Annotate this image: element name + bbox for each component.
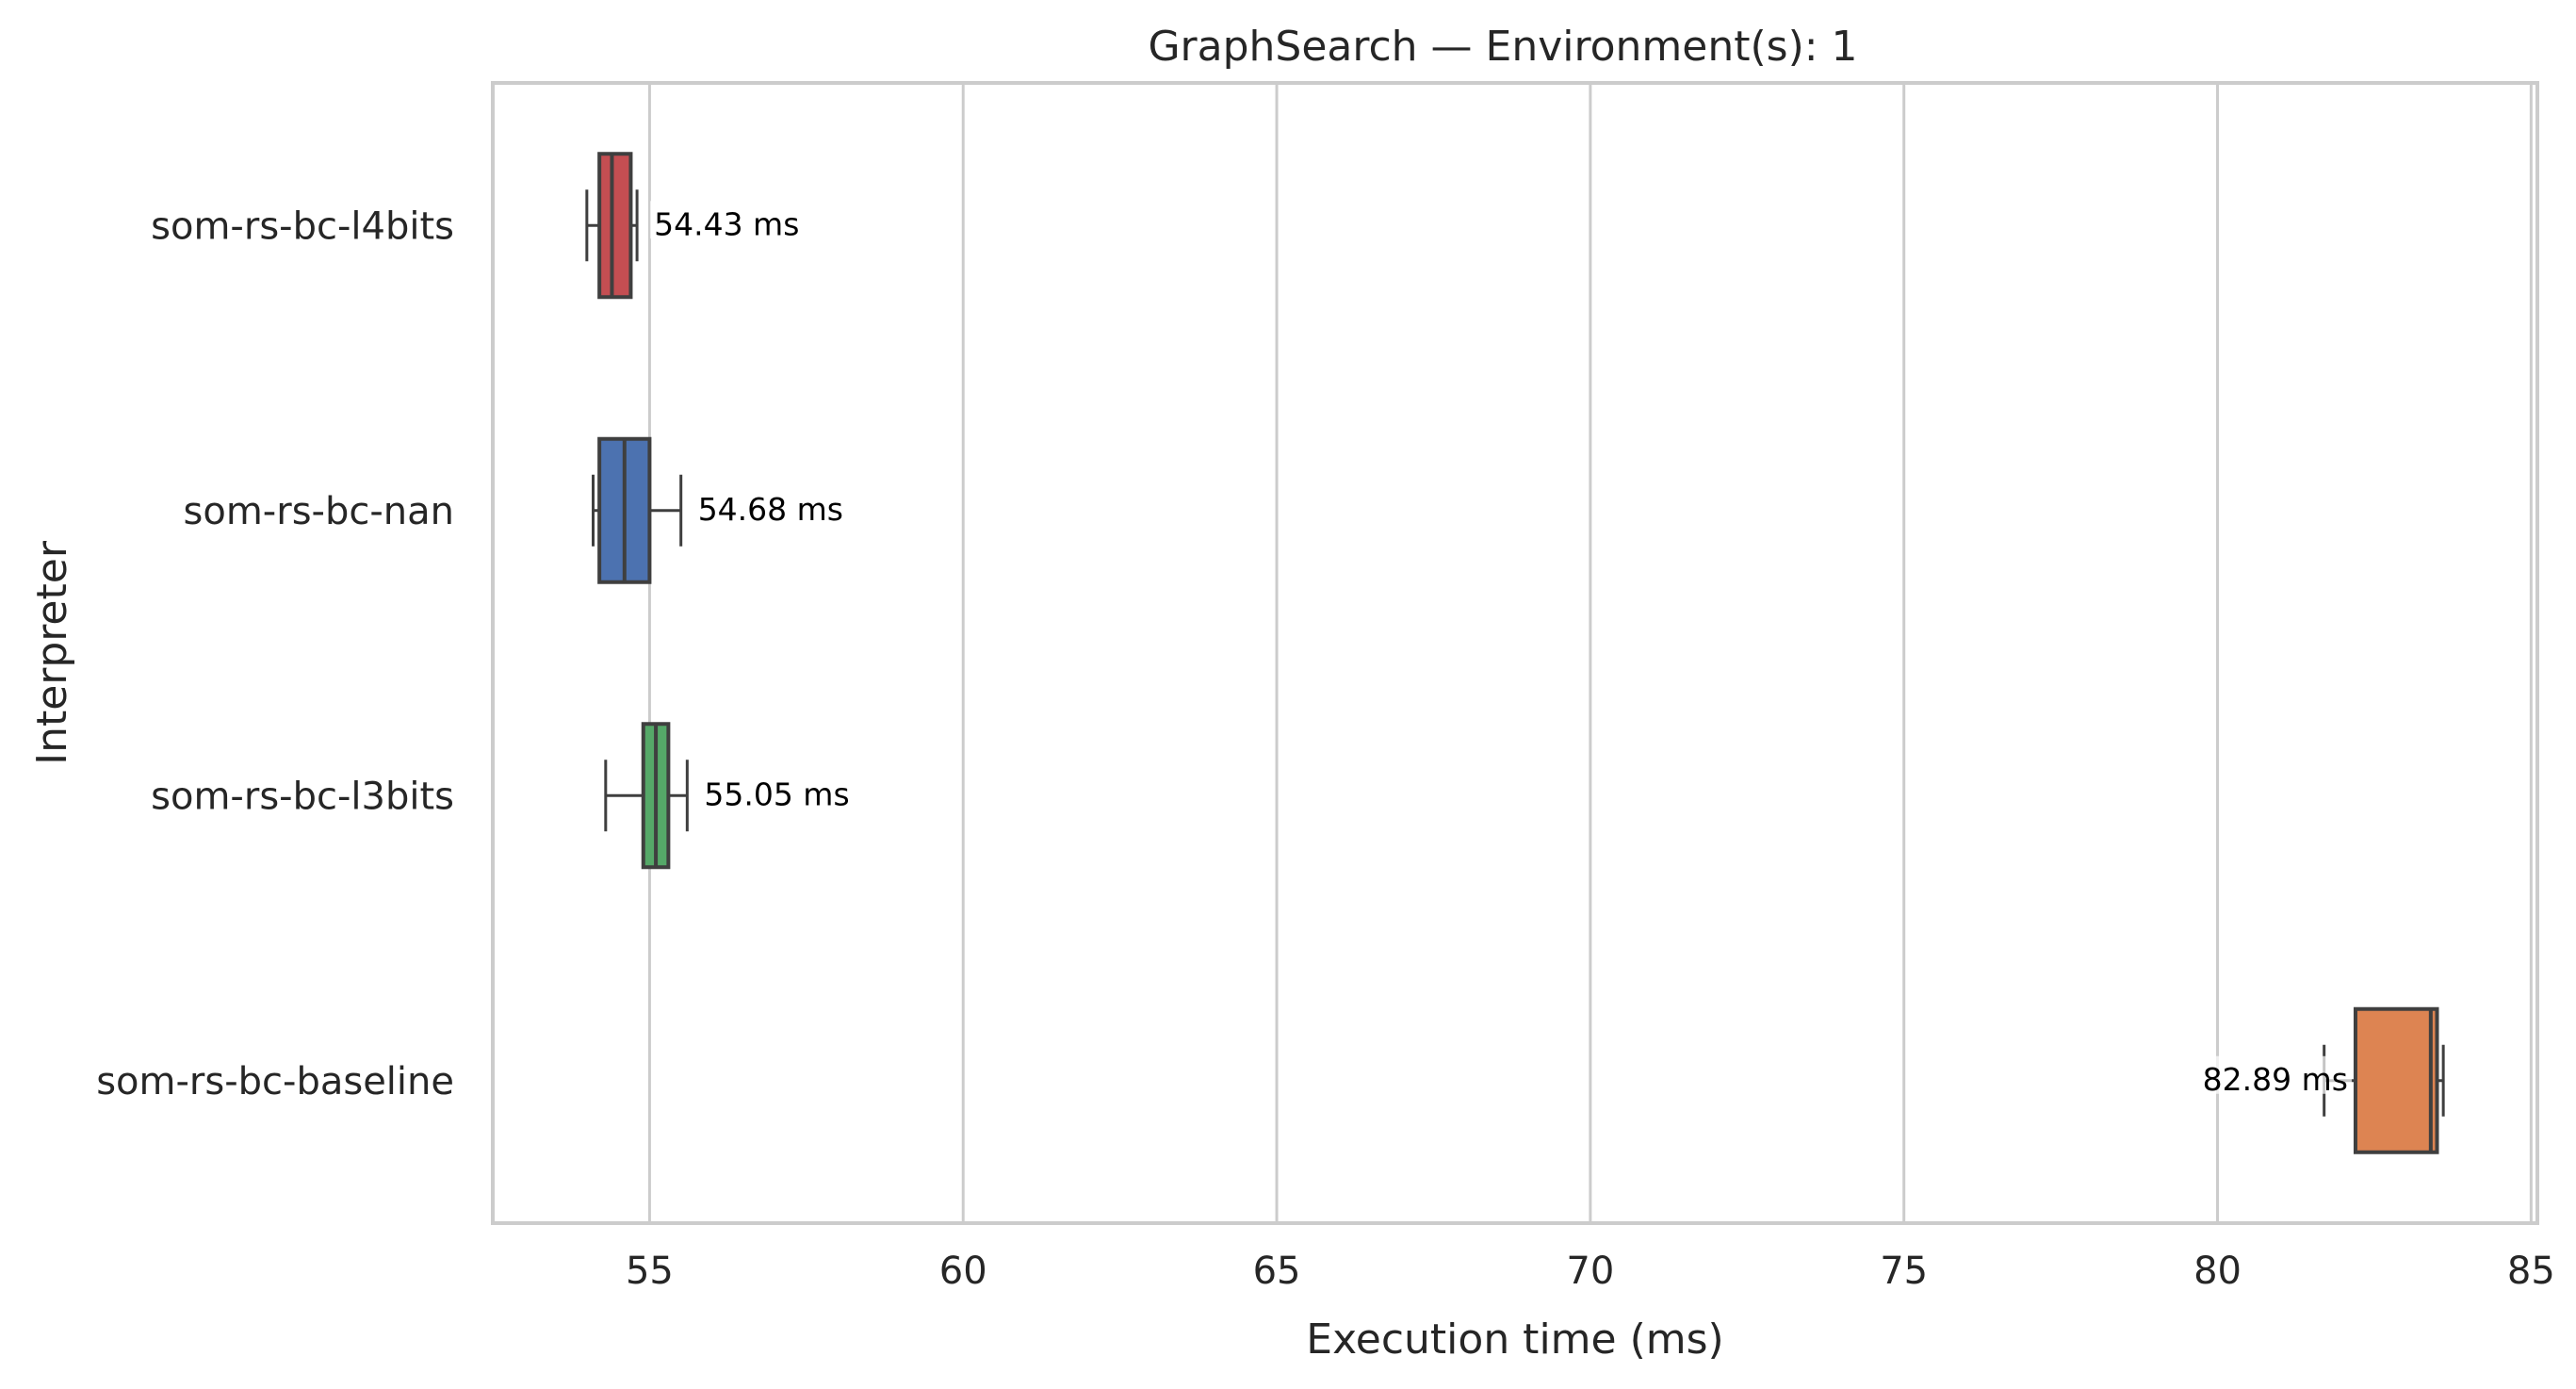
mean-label-background	[2196, 1055, 2352, 1094]
chart-title: GraphSearch — Environment(s): 1	[1148, 23, 1857, 71]
x-tick-label: 70	[1566, 1250, 1614, 1293]
iqr-box	[597, 152, 633, 300]
mean-label: 54.43 ms	[654, 205, 799, 242]
y-category-label: som-rs-bc-nan	[184, 490, 454, 533]
mean-label-background	[693, 485, 849, 524]
x-axis-label: Execution time (ms)	[1306, 1315, 1723, 1364]
box-som-rs-bc-nan: 54.68 ms	[592, 436, 849, 584]
mean-label: 55.05 ms	[704, 776, 849, 812]
mean-label-background	[700, 771, 856, 809]
x-tick-label: 65	[1253, 1250, 1301, 1293]
x-tick-labels: 55 60 65 70 75 80 85	[626, 1250, 2555, 1293]
box-som-rs-bc-l4bits: 54.43 ms	[585, 152, 806, 300]
x-tick-label: 60	[939, 1250, 987, 1293]
y-category-label: som-rs-bc-l4bits	[151, 204, 454, 248]
mean-label: 54.68 ms	[698, 491, 843, 528]
y-axis-label: Interpreter	[28, 540, 76, 765]
mean-label-background	[650, 201, 806, 239]
grid-lines	[647, 83, 2533, 1223]
y-category-label: som-rs-bc-baseline	[96, 1060, 454, 1103]
boxes: 54.43 ms 54.68 ms 55.05 ms 82.89 ms	[585, 152, 2445, 1154]
x-tick-label: 75	[1880, 1250, 1928, 1293]
y-category-labels: som-rs-bc-l4bits som-rs-bc-nan som-rs-bc-l…	[96, 204, 454, 1103]
box-som-rs-bc-baseline: 82.89 ms	[2196, 1006, 2445, 1154]
x-tick-label: 85	[2507, 1250, 2555, 1293]
mean-label: 82.89 ms	[2203, 1061, 2348, 1098]
plot-frame	[491, 81, 2539, 1225]
box-som-rs-bc-l3bits: 55.05 ms	[604, 722, 856, 870]
y-category-label: som-rs-bc-l3bits	[151, 775, 454, 818]
x-tick-label: 80	[2193, 1250, 2242, 1293]
x-tick-label: 55	[626, 1250, 674, 1293]
iqr-box	[2353, 1006, 2439, 1154]
